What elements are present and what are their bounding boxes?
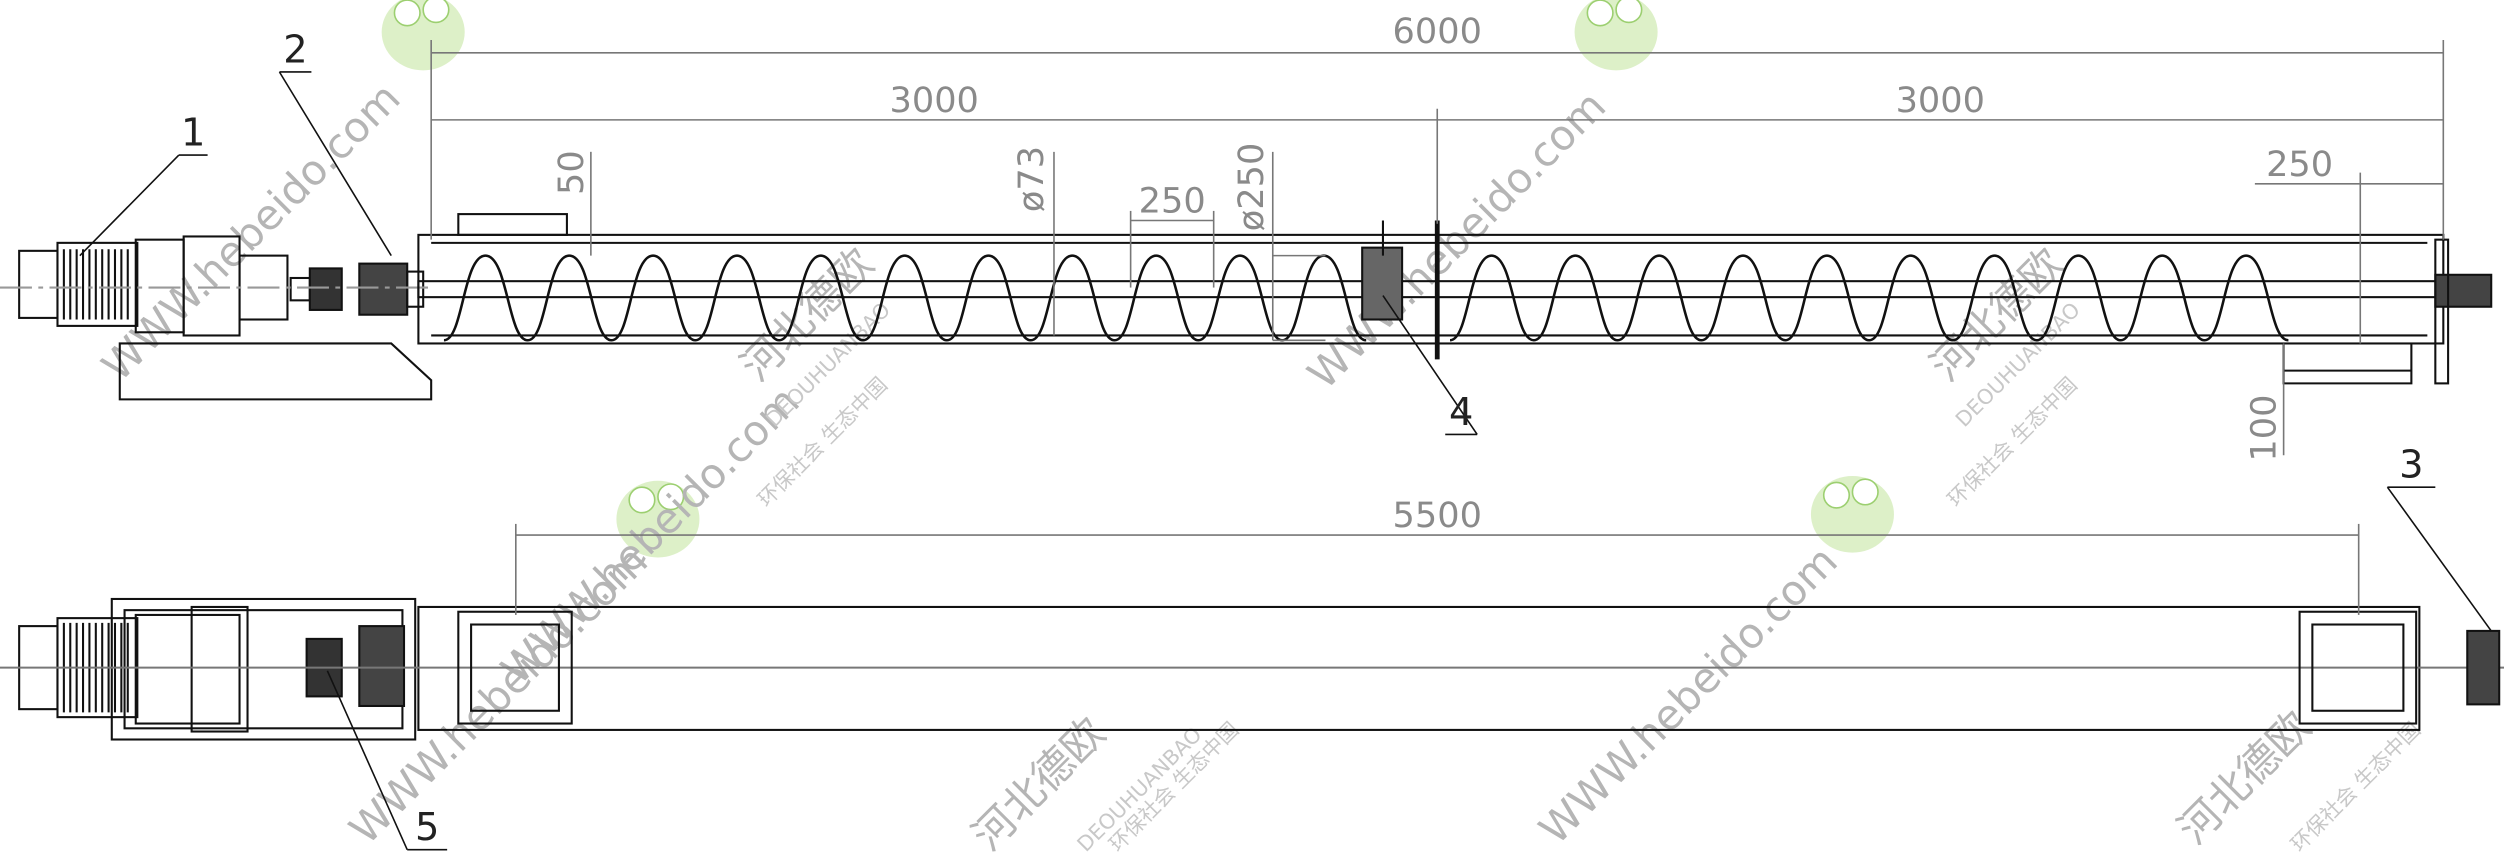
dimension-text: 50	[551, 150, 592, 195]
watermark: WWW.hebeido.com	[1529, 536, 1846, 853]
part-label: 4	[1449, 390, 1473, 435]
logo-eye	[1851, 478, 1879, 506]
geometry	[0, 71, 2504, 851]
logo-eye	[1822, 481, 1851, 509]
watermarks: WWW.hebeido.com WWW.hebeido.comWWW.hebeid…	[92, 0, 2425, 853]
part-label: 2	[283, 27, 307, 72]
shaft	[289, 276, 311, 302]
bearing	[358, 262, 409, 316]
logo-eye	[657, 483, 685, 511]
bearing	[406, 270, 425, 308]
leader	[2386, 486, 2492, 632]
leader	[326, 670, 408, 851]
base	[118, 342, 433, 401]
leader	[278, 71, 392, 257]
dimension-text: ø250	[1231, 143, 1272, 232]
hanger-bearing	[1361, 246, 1404, 321]
gearbox	[190, 605, 249, 733]
dimension-text: 3000	[1896, 80, 1985, 121]
end-bearing	[2466, 629, 2501, 706]
leader	[79, 154, 180, 257]
dimension-text: 3000	[890, 80, 979, 121]
bearing	[358, 625, 406, 708]
inlet	[457, 213, 568, 236]
dimension-text: 100	[2244, 395, 2285, 462]
leader	[1382, 295, 1478, 435]
dimension-text: 250	[1139, 181, 1206, 222]
shaft	[417, 280, 2480, 299]
frame	[110, 597, 417, 741]
texts: 6000 3000 3000 250 250 50 ø73 ø250 100 5500 1 2 3 4 5	[181, 11, 2424, 850]
gearbox	[134, 613, 241, 725]
outlet	[2311, 623, 2405, 712]
outlet	[2282, 343, 2413, 385]
screw-flight	[443, 254, 2289, 342]
part-label: 1	[181, 110, 205, 155]
dimension-text: 250	[2266, 144, 2333, 185]
logo-eye	[422, 0, 450, 24]
inlet	[470, 623, 560, 712]
watermark: 环保社会 生态中国	[1943, 372, 2082, 511]
end-plate	[2434, 238, 2450, 385]
dimension-text: 6000	[1393, 11, 1482, 52]
logo-eye	[628, 486, 656, 514]
dimension-text: 5500	[1393, 495, 1482, 536]
dimension-text: ø73	[1011, 146, 1052, 212]
logo-eye	[393, 0, 421, 27]
motor-cap	[18, 249, 59, 319]
coupling	[308, 267, 343, 311]
part-label: 5	[415, 805, 439, 850]
dimensions	[430, 40, 2445, 615]
logo-eye	[1615, 0, 1643, 24]
watermark: WWW.hebeido.com	[1298, 81, 1615, 398]
end-bearing	[2434, 273, 2493, 308]
logo-eye	[1586, 0, 1614, 27]
part-label: 3	[2399, 443, 2423, 488]
